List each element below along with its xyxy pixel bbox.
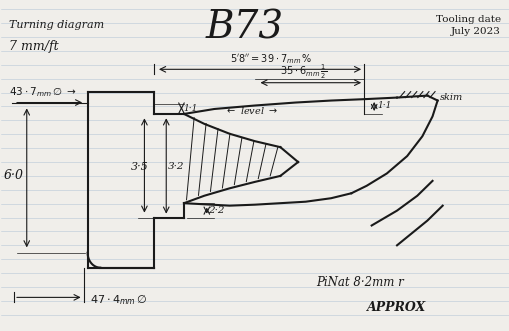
Text: Turning diagram: Turning diagram [9,20,104,30]
Text: 7 mm/ft: 7 mm/ft [9,40,59,53]
Text: $5'8''= 39\cdot 7_{mm}\,\%$: $5'8''= 39\cdot 7_{mm}\,\%$ [229,52,311,66]
Text: $\leftarrow$ level $\rightarrow$: $\leftarrow$ level $\rightarrow$ [224,105,277,116]
Text: PiNat 8·2mm r: PiNat 8·2mm r [315,276,403,289]
Text: 3·2: 3·2 [167,163,184,171]
Text: Tooling date
July 2023: Tooling date July 2023 [435,15,500,36]
Text: B73: B73 [206,10,284,47]
Text: $47\cdot 4_{mm}\,\emptyset$: $47\cdot 4_{mm}\,\emptyset$ [90,293,147,307]
Text: $35\cdot 6_{mm}\,\frac{1}{2}$: $35\cdot 6_{mm}\,\frac{1}{2}$ [280,63,327,81]
Text: 1·1: 1·1 [377,101,391,110]
Text: 6·0: 6·0 [4,169,24,182]
Text: 2·2: 2·2 [208,206,224,215]
Text: APPROX: APPROX [366,301,425,314]
Text: 3·5: 3·5 [130,162,148,172]
Text: 1·1: 1·1 [183,104,197,113]
Text: $43\cdot 7_{mm}\,\emptyset\;\rightarrow$: $43\cdot 7_{mm}\,\emptyset\;\rightarrow$ [9,85,76,99]
Text: skim: skim [439,93,463,102]
